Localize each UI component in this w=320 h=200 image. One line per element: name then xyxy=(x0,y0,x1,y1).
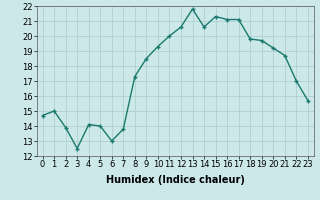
X-axis label: Humidex (Indice chaleur): Humidex (Indice chaleur) xyxy=(106,175,244,185)
